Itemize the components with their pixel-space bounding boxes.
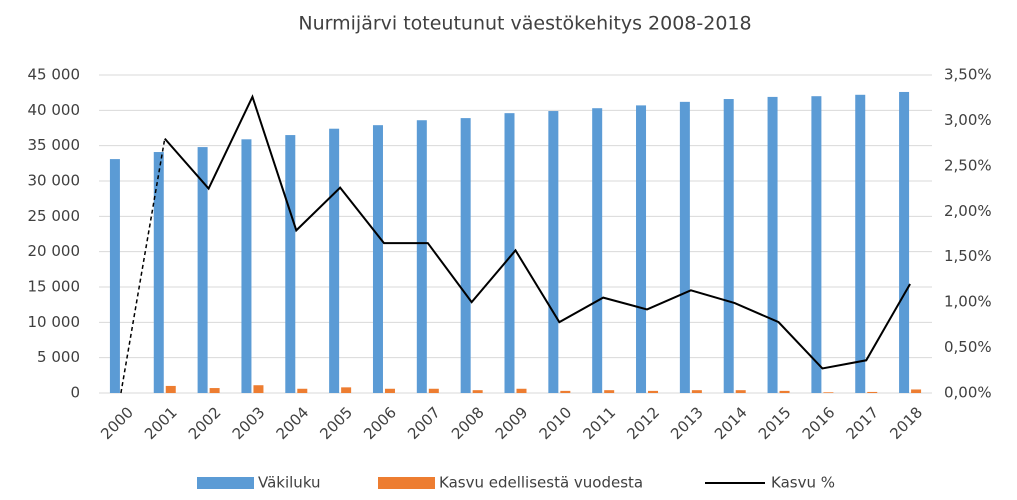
x-tick-label: 2011 [579, 403, 619, 443]
bar [691, 390, 702, 393]
bar [416, 120, 427, 393]
x-tick-label: 2003 [229, 403, 269, 443]
y-tick-label: 10 000 [28, 313, 81, 331]
bar [548, 111, 559, 393]
bar [253, 385, 264, 393]
bar [823, 392, 834, 393]
bar [504, 113, 515, 393]
bar [867, 391, 878, 393]
x-tick-label: 2012 [623, 403, 663, 443]
x-tick-label: 2017 [843, 403, 883, 443]
legend-swatch [378, 477, 435, 489]
bar [285, 135, 296, 394]
y-tick-label: 40 000 [28, 101, 81, 119]
bar [899, 91, 910, 394]
bar [241, 139, 252, 393]
x-tick-label: 2002 [185, 403, 225, 443]
bar [516, 388, 527, 393]
y2-tick-label: 3,00% [944, 111, 992, 129]
x-tick-label: 2015 [755, 403, 795, 443]
bar [735, 390, 746, 393]
bar [604, 390, 615, 393]
bar [560, 390, 571, 393]
x-tick-label: 2010 [536, 403, 576, 443]
x-tick-label: 2000 [97, 403, 137, 443]
bar [911, 389, 922, 393]
y2-tick-label: 2,50% [944, 156, 992, 174]
bar [723, 99, 734, 393]
x-tick-label: 2014 [711, 403, 751, 443]
bar [153, 152, 164, 393]
bar [648, 390, 659, 393]
bar [297, 388, 308, 393]
x-tick-label: 2005 [316, 403, 356, 443]
chart-title: Nurmijärvi toteutunut väestökehitys 2008… [298, 13, 751, 35]
bar [109, 159, 120, 393]
x-tick-label: 2001 [141, 403, 181, 443]
bar [592, 108, 603, 394]
y-tick-label: 35 000 [28, 136, 81, 154]
y2-tick-label: 1,50% [944, 247, 992, 265]
y-tick-label: 0 [70, 384, 80, 402]
bar [767, 96, 778, 393]
bar [384, 388, 395, 393]
y-tick-label: 15 000 [28, 278, 81, 296]
bar [679, 101, 690, 393]
bar [165, 385, 176, 393]
bar [428, 388, 439, 393]
y-tick-label: 25 000 [28, 207, 81, 225]
x-tick-label: 2016 [799, 403, 839, 443]
y2-tick-label: 1,00% [944, 293, 992, 311]
bar [472, 390, 483, 393]
x-tick-label: 2013 [667, 403, 707, 443]
y-tick-label: 5 000 [37, 348, 80, 366]
bar [329, 128, 340, 393]
bar [341, 387, 352, 393]
legend-swatch [197, 477, 254, 489]
y2-tick-label: 2,00% [944, 202, 992, 220]
bar [460, 118, 471, 394]
bar [811, 96, 822, 393]
y2-tick-label: 0,00% [944, 384, 992, 402]
x-tick-label: 2009 [492, 403, 532, 443]
legend-label: Kasvu % [771, 474, 835, 492]
legend-label: Väkiluku [258, 474, 321, 492]
y2-tick-label: 0,50% [944, 338, 992, 356]
x-tick-label: 2007 [404, 403, 444, 443]
bar [855, 94, 866, 393]
line [164, 94, 911, 370]
bar [209, 388, 220, 393]
bar [197, 147, 208, 393]
x-tick-label: 2004 [273, 403, 313, 443]
x-tick-label: 2008 [448, 403, 488, 443]
line-lead-segment [120, 138, 166, 394]
y2-tick-label: 3,50% [944, 66, 992, 84]
x-tick-label: 2006 [360, 403, 400, 443]
bar [372, 125, 383, 393]
x-tick-label: 2018 [886, 403, 926, 443]
y-tick-label: 30 000 [28, 172, 81, 190]
bar [779, 390, 790, 393]
y-tick-label: 45 000 [28, 66, 81, 84]
y-tick-label: 20 000 [28, 242, 81, 260]
legend-label: Kasvu edellisestä vuodesta [439, 474, 643, 492]
bar [636, 105, 647, 394]
